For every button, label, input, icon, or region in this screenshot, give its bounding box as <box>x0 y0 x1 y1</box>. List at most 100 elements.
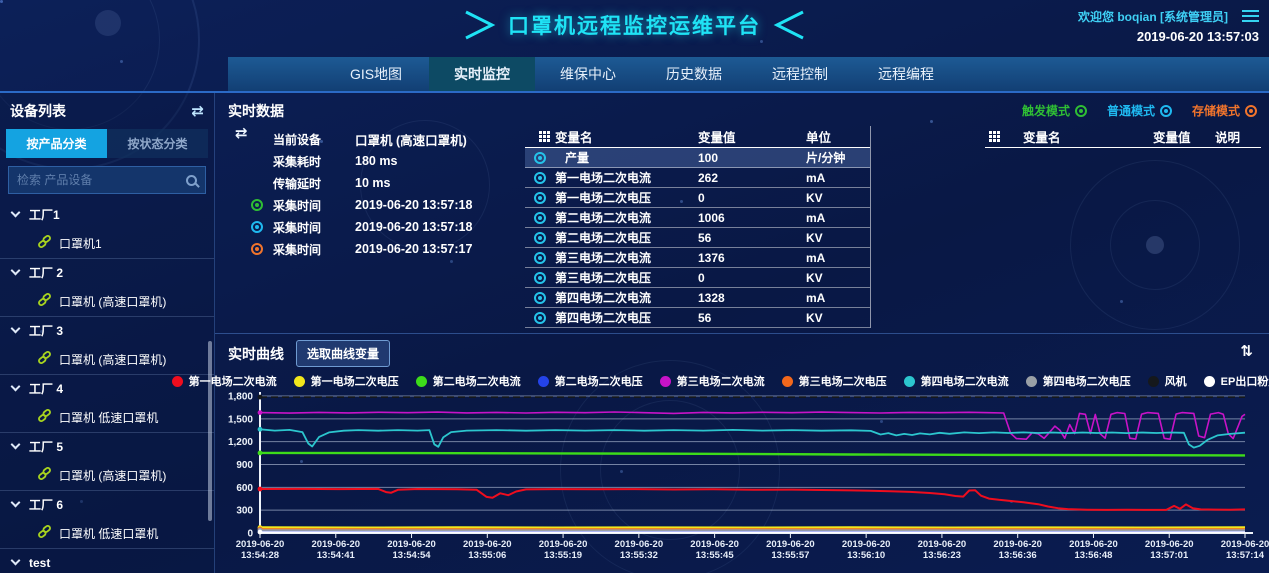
nav-tabs: GIS地图 实时监控 维保中心 历史数据 远程控制 远程编程 <box>323 57 959 91</box>
variable-value: 1376 <box>698 250 725 265</box>
info-row-3: 采集时间 2019-06-20 13:57:18 <box>215 194 520 216</box>
factory-row-3[interactable]: 工厂 4 <box>0 374 214 402</box>
realtime-curve-panel: 实时曲线 选取曲线变量 ⇅ 第一电场二次电流 第一电场二次电压 第二电场二次电流 第二… <box>171 333 1269 573</box>
select-curve-variables-button[interactable]: 选取曲线变量 <box>296 340 391 367</box>
link-icon <box>38 292 51 309</box>
legend-label: 第二电场二次电压 <box>554 376 643 388</box>
realtime-data-panel: 实时数据 触发模式 普通模式 存储模式 ⇄ 当前设备 口罩机 (高速口罩机) 采集耗时 1… <box>215 93 1269 333</box>
legend-item-0[interactable]: 第一电场二次电流 <box>171 373 277 389</box>
legend-label: EP出口粉尘排放值 <box>1220 376 1269 388</box>
chevron-down-icon <box>10 381 21 392</box>
factory-row-2[interactable]: 工厂 3 <box>0 316 214 344</box>
welcome-text: 欢迎您 boqian [系统管理员] <box>1078 10 1228 24</box>
table-row-2[interactable]: 第一电场二次电压 0 KV <box>525 188 870 208</box>
legend-item-2[interactable]: 第二电场二次电流 <box>415 373 521 389</box>
factory-row-5[interactable]: 工厂 6 <box>0 490 214 518</box>
device-row-0-0[interactable]: 口罩机1 <box>0 228 214 258</box>
device-row-3-0[interactable]: 口罩机 低速口罩机 <box>0 402 214 432</box>
nav-tab-3[interactable]: 历史数据 <box>666 66 722 82</box>
col-variable-name: 变量名 <box>1023 131 1061 145</box>
mode-1[interactable]: 普通模式 <box>1107 102 1172 119</box>
mode-ring-icon <box>1074 104 1087 117</box>
legend-item-4[interactable]: 第三电场二次电流 <box>659 373 765 389</box>
swap-icon[interactable]: ⇄ <box>191 103 204 120</box>
info-label: 采集时间 <box>273 242 322 257</box>
device-row-4-0[interactable]: 口罩机 (高速口罩机) <box>0 460 214 490</box>
link-icon <box>38 234 51 251</box>
search-icon[interactable] <box>186 174 197 186</box>
mode-label: 存储模式 <box>1191 104 1240 118</box>
factory-row-6[interactable]: test <box>0 548 214 573</box>
mode-label: 普通模式 <box>1106 104 1155 118</box>
factory-row-1[interactable]: 工厂 2 <box>0 258 214 286</box>
nav-tab-2[interactable]: 维保中心 <box>560 66 616 82</box>
sidebar-scrollbar[interactable] <box>208 341 212 521</box>
table-row-5[interactable]: 第三电场二次电流 1376 mA <box>525 248 870 268</box>
legend-item-6[interactable]: 第四电场二次电流 <box>903 373 1009 389</box>
legend-label: 第四电场二次电压 <box>1042 376 1131 388</box>
device-label: 口罩机 (高速口罩机) <box>59 294 167 309</box>
table-row-6[interactable]: 第三电场二次电压 0 KV <box>525 268 870 288</box>
chevron-down-icon <box>10 265 21 276</box>
col-variable-desc: 说明 <box>1215 131 1241 145</box>
variable-value: 0 <box>698 270 705 285</box>
nav-tab-4[interactable]: 远程控制 <box>772 66 828 82</box>
legend-item-5[interactable]: 第三电场二次电压 <box>781 373 887 389</box>
nav-tab-5[interactable]: 远程编程 <box>878 66 934 82</box>
variable-unit: mA <box>806 290 826 305</box>
table-row-4[interactable]: 第二电场二次电压 56 KV <box>525 228 870 248</box>
info-value: 180 ms <box>355 154 398 168</box>
variable-record-icon <box>534 251 546 264</box>
factory-row-4[interactable]: 工厂 5 <box>0 432 214 460</box>
device-list-title: 设备列表 <box>10 103 66 119</box>
device-row-1-0[interactable]: 口罩机 (高速口罩机) <box>0 286 214 316</box>
realtime-curve-title: 实时曲线 <box>228 345 284 362</box>
info-row-2: 传输延时 10 ms <box>215 172 520 194</box>
legend-item-9[interactable]: EP出口粉尘排放值 <box>1203 373 1269 389</box>
variable-record-icon <box>534 171 546 184</box>
variable-unit: mA <box>806 250 826 265</box>
col-variable-value: 变量值 <box>698 131 736 145</box>
sidebar-tab-0[interactable]: 按产品分类 <box>6 129 107 158</box>
search-input[interactable] <box>17 173 180 187</box>
device-row-2-0[interactable]: 口罩机 (高速口罩机) <box>0 344 214 374</box>
legend-item-7[interactable]: 第四电场二次电压 <box>1025 373 1131 389</box>
nav-tab-0[interactable]: GIS地图 <box>349 66 403 82</box>
mode-ring-icon <box>1159 104 1172 117</box>
nav-tab-1[interactable]: 实时监控 <box>429 57 535 91</box>
table-row-1[interactable]: 第一电场二次电流 262 mA <box>525 168 870 188</box>
legend-dot <box>1147 375 1159 387</box>
table-row-8[interactable]: 第四电场二次电压 56 KV <box>525 308 870 328</box>
table-row-3[interactable]: 第二电场二次电流 1006 mA <box>525 208 870 228</box>
variable-record-icon <box>534 191 546 204</box>
factory-row-0[interactable]: 工厂1 <box>0 200 214 228</box>
link-icon <box>38 408 51 425</box>
variable-value: 0 <box>698 190 705 205</box>
table-row-0[interactable]: 产量 100 片/分钟 <box>525 148 870 168</box>
sidebar-tab-1[interactable]: 按状态分类 <box>107 129 208 158</box>
grid-icon <box>538 131 542 134</box>
legend-item-3[interactable]: 第二电场二次电压 <box>537 373 643 389</box>
variable-unit: KV <box>806 230 823 245</box>
mode-ring-icon <box>1245 104 1257 117</box>
factory-label: 工厂 4 <box>29 382 64 396</box>
mode-2[interactable]: 存储模式 <box>1192 102 1257 119</box>
device-row-5-0[interactable]: 口罩机 低速口罩机 <box>0 518 214 548</box>
legend-item-8[interactable]: 风机 <box>1147 373 1187 389</box>
chart: 0 300 600 900 1,200 1,500 1,800 2019-06-20 13:54… <box>215 389 1269 573</box>
collect-time-icon <box>251 221 263 233</box>
collect-time-icon <box>251 243 263 255</box>
device-label: 口罩机 (高速口罩机) <box>59 468 167 483</box>
table-row-7[interactable]: 第四电场二次电流 1328 mA <box>525 288 870 308</box>
legend-item-1[interactable]: 第一电场二次电压 <box>293 373 399 389</box>
device-swap-icon[interactable]: ⇄ <box>235 125 248 142</box>
sort-arrows-icon[interactable]: ⇅ <box>1240 343 1253 360</box>
menu-icon[interactable] <box>1242 10 1259 23</box>
search-box <box>8 166 206 194</box>
chevron-down-icon <box>10 207 21 217</box>
mode-0[interactable]: 触发模式 <box>1022 102 1087 119</box>
